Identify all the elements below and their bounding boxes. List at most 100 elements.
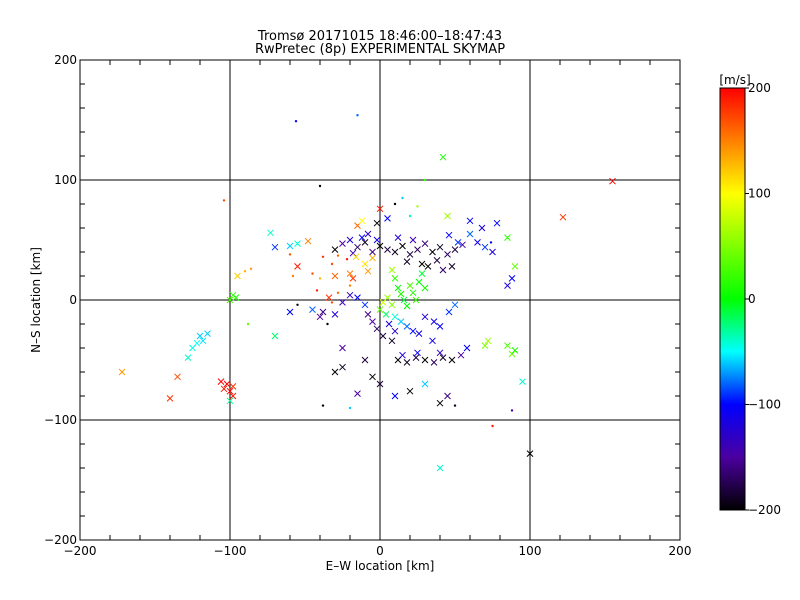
data-point-cross [382,311,390,318]
data-point-cross [511,263,519,270]
data-point-dot [330,301,334,304]
data-point-dot [296,303,299,306]
data-point-cross [526,450,534,457]
data-point-cross [429,248,436,256]
y-tick-label: 200 [54,53,77,67]
data-point-cross [373,236,381,244]
data-point-cross [358,234,366,241]
data-point-cross [379,299,387,306]
data-point-dot [222,199,226,202]
data-point-cross [331,368,339,376]
data-point-cross [226,397,234,405]
data-point-cross [511,347,519,354]
data-point-cross [439,354,447,361]
data-point-cross [436,243,444,251]
data-point-cross [384,215,391,222]
data-point-cross [391,248,399,256]
colorbar-label: [m/s] [719,73,750,87]
data-point-cross [394,234,402,241]
data-point-cross [421,356,429,364]
data-point-dot [336,291,340,294]
data-point-cross [504,234,511,241]
data-point-dot [315,289,319,292]
data-point-dot [423,178,427,182]
data-point-cross [430,359,438,366]
data-point-cross [489,248,496,256]
data-point-cross [559,213,567,221]
colorbar-tick-label: 200 [748,81,771,95]
x-tick-label: −200 [64,544,97,558]
data-point-cross [399,242,406,250]
data-point-cross [385,320,393,328]
data-point-cross [403,323,411,330]
data-point-cross [403,359,411,366]
x-tick-label: 100 [519,544,542,558]
data-point-cross [415,330,423,337]
data-point-cross [429,337,436,345]
data-point-cross [451,246,459,253]
data-points [118,114,616,472]
data-point-dot [453,404,457,407]
data-point-cross [421,313,429,321]
data-point-cross [339,363,346,371]
chart-title-line1: Tromsø 20171015 18:46:00–18:47:43 [257,29,502,44]
data-point-cross [414,349,421,357]
data-point-cross [361,260,369,268]
data-point-cross [609,177,616,185]
colorbar-tick-label: 0 [748,292,756,306]
colorbar-tick-label: 100 [748,187,771,201]
data-point-dot [318,277,322,280]
data-point-cross [226,387,234,395]
data-point-cross [444,392,451,400]
data-point-cross [346,291,354,299]
data-point-dot [393,202,397,206]
data-point-cross [430,318,438,325]
data-point-cross [454,239,462,246]
data-point-cross [448,263,456,270]
data-point-dot [416,205,419,208]
data-point-cross [354,294,361,301]
data-point-cross [388,301,396,309]
data-point-cross [354,243,361,251]
data-point-cross [439,153,447,161]
data-point-cross [354,390,361,397]
data-point-cross [364,311,372,318]
data-point-cross [484,337,492,345]
data-point-dot [249,267,253,270]
data-point-cross [361,356,369,364]
colorbar-ticks: 200 100 0 −100 −200 [745,81,781,517]
data-point-cross [409,236,417,244]
data-point-dot [243,270,247,273]
data-point-cross [369,318,376,325]
data-point-dot [326,322,329,326]
data-point-cross [466,217,474,225]
data-point-cross [466,230,474,238]
data-point-dot [489,241,493,244]
data-point-cross [445,231,453,239]
data-point-cross [189,344,196,352]
data-point-cross [424,263,432,270]
data-point-cross [403,302,411,310]
data-point-cross [451,301,459,309]
data-point-cross [421,380,429,388]
data-point-cross [376,242,384,250]
data-point-cross [406,282,414,289]
data-point-cross [463,344,471,352]
colorbar [719,87,746,511]
data-point-dot [294,120,298,123]
data-point-cross [339,344,346,352]
data-point-cross [226,296,234,304]
data-point-cross [349,275,357,282]
data-point-cross [232,294,240,301]
data-point-cross [316,313,324,321]
data-point-cross [286,308,294,316]
data-point-cross [369,248,376,256]
data-point-cross [184,354,192,361]
data-point-cross [504,342,511,349]
data-point-cross [331,311,339,318]
data-point-dot [321,255,325,258]
data-point-cross [399,351,406,359]
y-tick-label: −100 [44,413,77,427]
data-point-dot [318,184,322,188]
data-point-cross [271,332,279,340]
